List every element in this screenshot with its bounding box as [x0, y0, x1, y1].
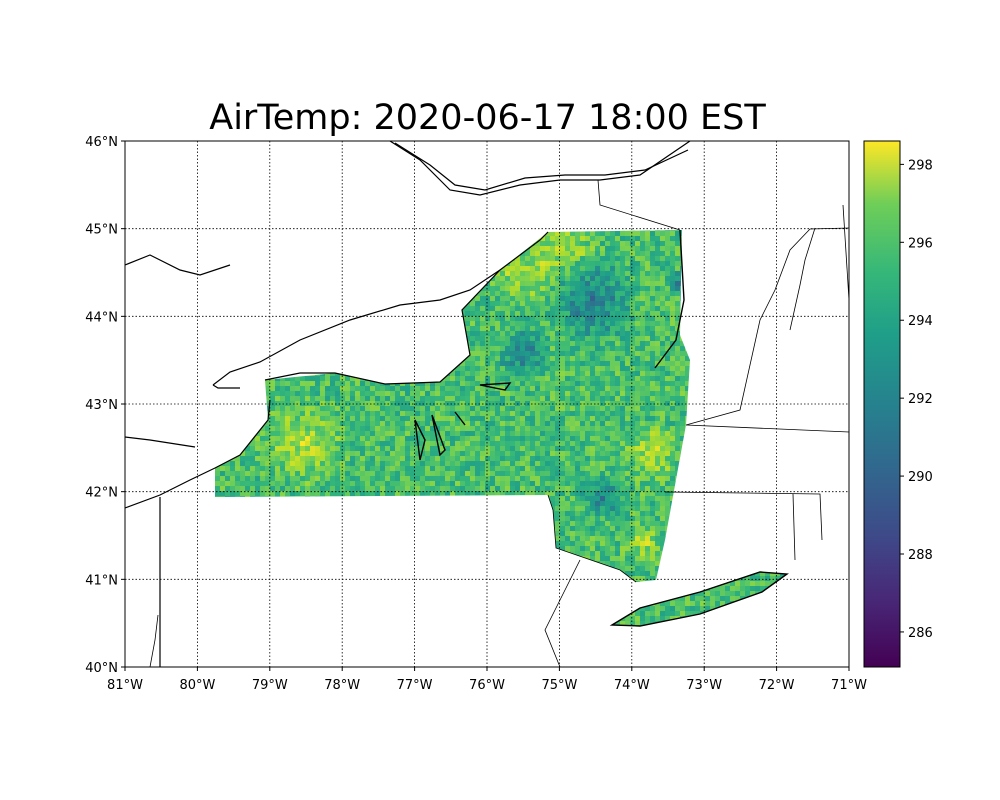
gridlines [125, 141, 849, 667]
vt-nh-border [685, 227, 849, 426]
x-tick-label: 73°W [686, 678, 722, 693]
long-island [609, 571, 789, 627]
y-tick-label: 44°N [85, 310, 118, 325]
lake-ontario-south-shore [264, 269, 501, 385]
x-axis: 81°W 80°W 79°W 78°W 77°W 76°W 75°W 74°W 73°W 72°W… [107, 667, 867, 693]
colorbar-tick-label: 296 [908, 236, 933, 251]
y-tick-label: 41°N [85, 573, 118, 588]
ma-border [685, 424, 849, 433]
colorbar-ticks: 286 288 290 292 294 296 298 [900, 158, 933, 641]
colorbar-tick-label: 298 [908, 158, 933, 173]
temperature-field [215, 230, 787, 626]
oneida-lake [479, 382, 512, 391]
y-tick-label: 42°N [85, 486, 118, 501]
ny-pa-nj-border [547, 494, 637, 583]
colorbar-tick-label: 292 [908, 392, 933, 407]
st-lawrence-river [389, 141, 691, 196]
y-tick-label: 46°N [85, 135, 118, 150]
finger-lakes [414, 411, 466, 461]
lake-erie-shore [125, 399, 271, 509]
y-tick-label: 43°N [85, 398, 118, 413]
x-tick-label: 72°W [759, 678, 795, 693]
colorbar-tick-label: 294 [908, 314, 933, 329]
chart-title: AirTemp: 2020-06-17 18:00 EST [209, 98, 766, 138]
x-tick-label: 71°W [831, 678, 867, 693]
colorbar-tick-label: 288 [908, 548, 933, 563]
y-tick-label: 45°N [85, 223, 118, 238]
y-tick-label: 40°N [85, 661, 118, 676]
x-tick-label: 77°W [397, 678, 433, 693]
x-tick-label: 76°W [469, 678, 505, 693]
x-tick-label: 75°W [541, 678, 577, 693]
lake-ontario-north-shore [212, 231, 549, 386]
colorbar-tick-label: 286 [908, 626, 933, 641]
colorbar [863, 140, 901, 668]
x-tick-label: 80°W [179, 678, 215, 693]
x-tick-label: 78°W [324, 678, 360, 693]
coastlines-borders [125, 141, 849, 667]
x-tick-label: 74°W [614, 678, 650, 693]
colorbar-tick-label: 290 [908, 470, 933, 485]
ct-border [664, 491, 823, 541]
y-axis: 40°N 41°N 42°N 43°N 44°N 45°N 46°N [85, 135, 125, 676]
lake-champlain [654, 229, 685, 369]
x-tick-label: 79°W [252, 678, 288, 693]
lake-huron-shore [125, 254, 231, 276]
x-tick-label: 81°W [107, 678, 143, 693]
